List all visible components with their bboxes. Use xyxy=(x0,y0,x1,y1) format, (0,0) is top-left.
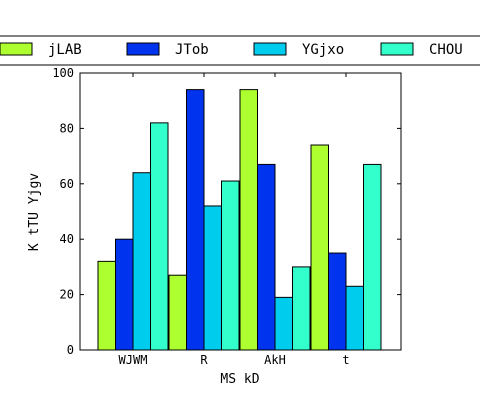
legend-label-chou: CHOU xyxy=(429,42,463,58)
x-axis-label: MS kD xyxy=(220,372,259,387)
bar-chou-t xyxy=(363,163,382,351)
plot-frame xyxy=(79,72,402,351)
y-tick-label: 0 xyxy=(67,343,74,357)
legend-swatch-jtob xyxy=(126,42,160,56)
bar-chou-akh xyxy=(292,266,311,351)
y-tick-label: 60 xyxy=(60,177,74,191)
legend-swatch-jlab xyxy=(0,42,33,56)
y-axis: 0 20 40 60 80 100 xyxy=(52,66,401,357)
x-tick-label-wjwm: WJWM xyxy=(119,353,148,367)
bar-chou-r xyxy=(221,180,240,351)
legend-label-ygjxo: YGjxo xyxy=(302,42,344,58)
y-tick-label: 20 xyxy=(60,288,74,302)
bar-jlab-wjwm xyxy=(97,260,116,351)
legend-swatch-ygjxo xyxy=(253,42,287,56)
x-tick-label-r: R xyxy=(200,353,208,367)
legend-swatch-chou xyxy=(380,42,414,56)
bar-jlab-t xyxy=(310,144,329,351)
bar-ygjxo-wjwm xyxy=(132,172,151,351)
x-axis: WJWM R AkH t xyxy=(119,73,350,367)
bar-ygjxo-r xyxy=(203,205,222,351)
bar-jtob-akh xyxy=(257,163,276,351)
y-tick-label: 80 xyxy=(60,121,74,135)
y-tick-label: 40 xyxy=(60,232,74,246)
bar-ygjxo-t xyxy=(345,285,364,351)
bar-jtob-r xyxy=(186,89,205,351)
y-axis-label: K tTU Yjgv xyxy=(27,173,42,251)
bar-jlab-r xyxy=(168,274,187,351)
legend-label-jtob: JTob xyxy=(175,42,209,58)
bar-chou-wjwm xyxy=(150,122,169,351)
y-tick-label: 100 xyxy=(52,66,74,80)
bar-jtob-t xyxy=(328,252,347,351)
x-tick-label-t: t xyxy=(342,353,349,367)
legend: jLAB JTob YGjxo CHOU xyxy=(0,35,480,66)
bars xyxy=(97,89,382,351)
bar-ygjxo-akh xyxy=(274,296,293,351)
legend-label-jlab: jLAB xyxy=(48,42,82,58)
bar-jlab-akh xyxy=(239,89,258,351)
bar-jtob-wjwm xyxy=(115,238,134,351)
x-tick-label-akh: AkH xyxy=(264,353,286,367)
